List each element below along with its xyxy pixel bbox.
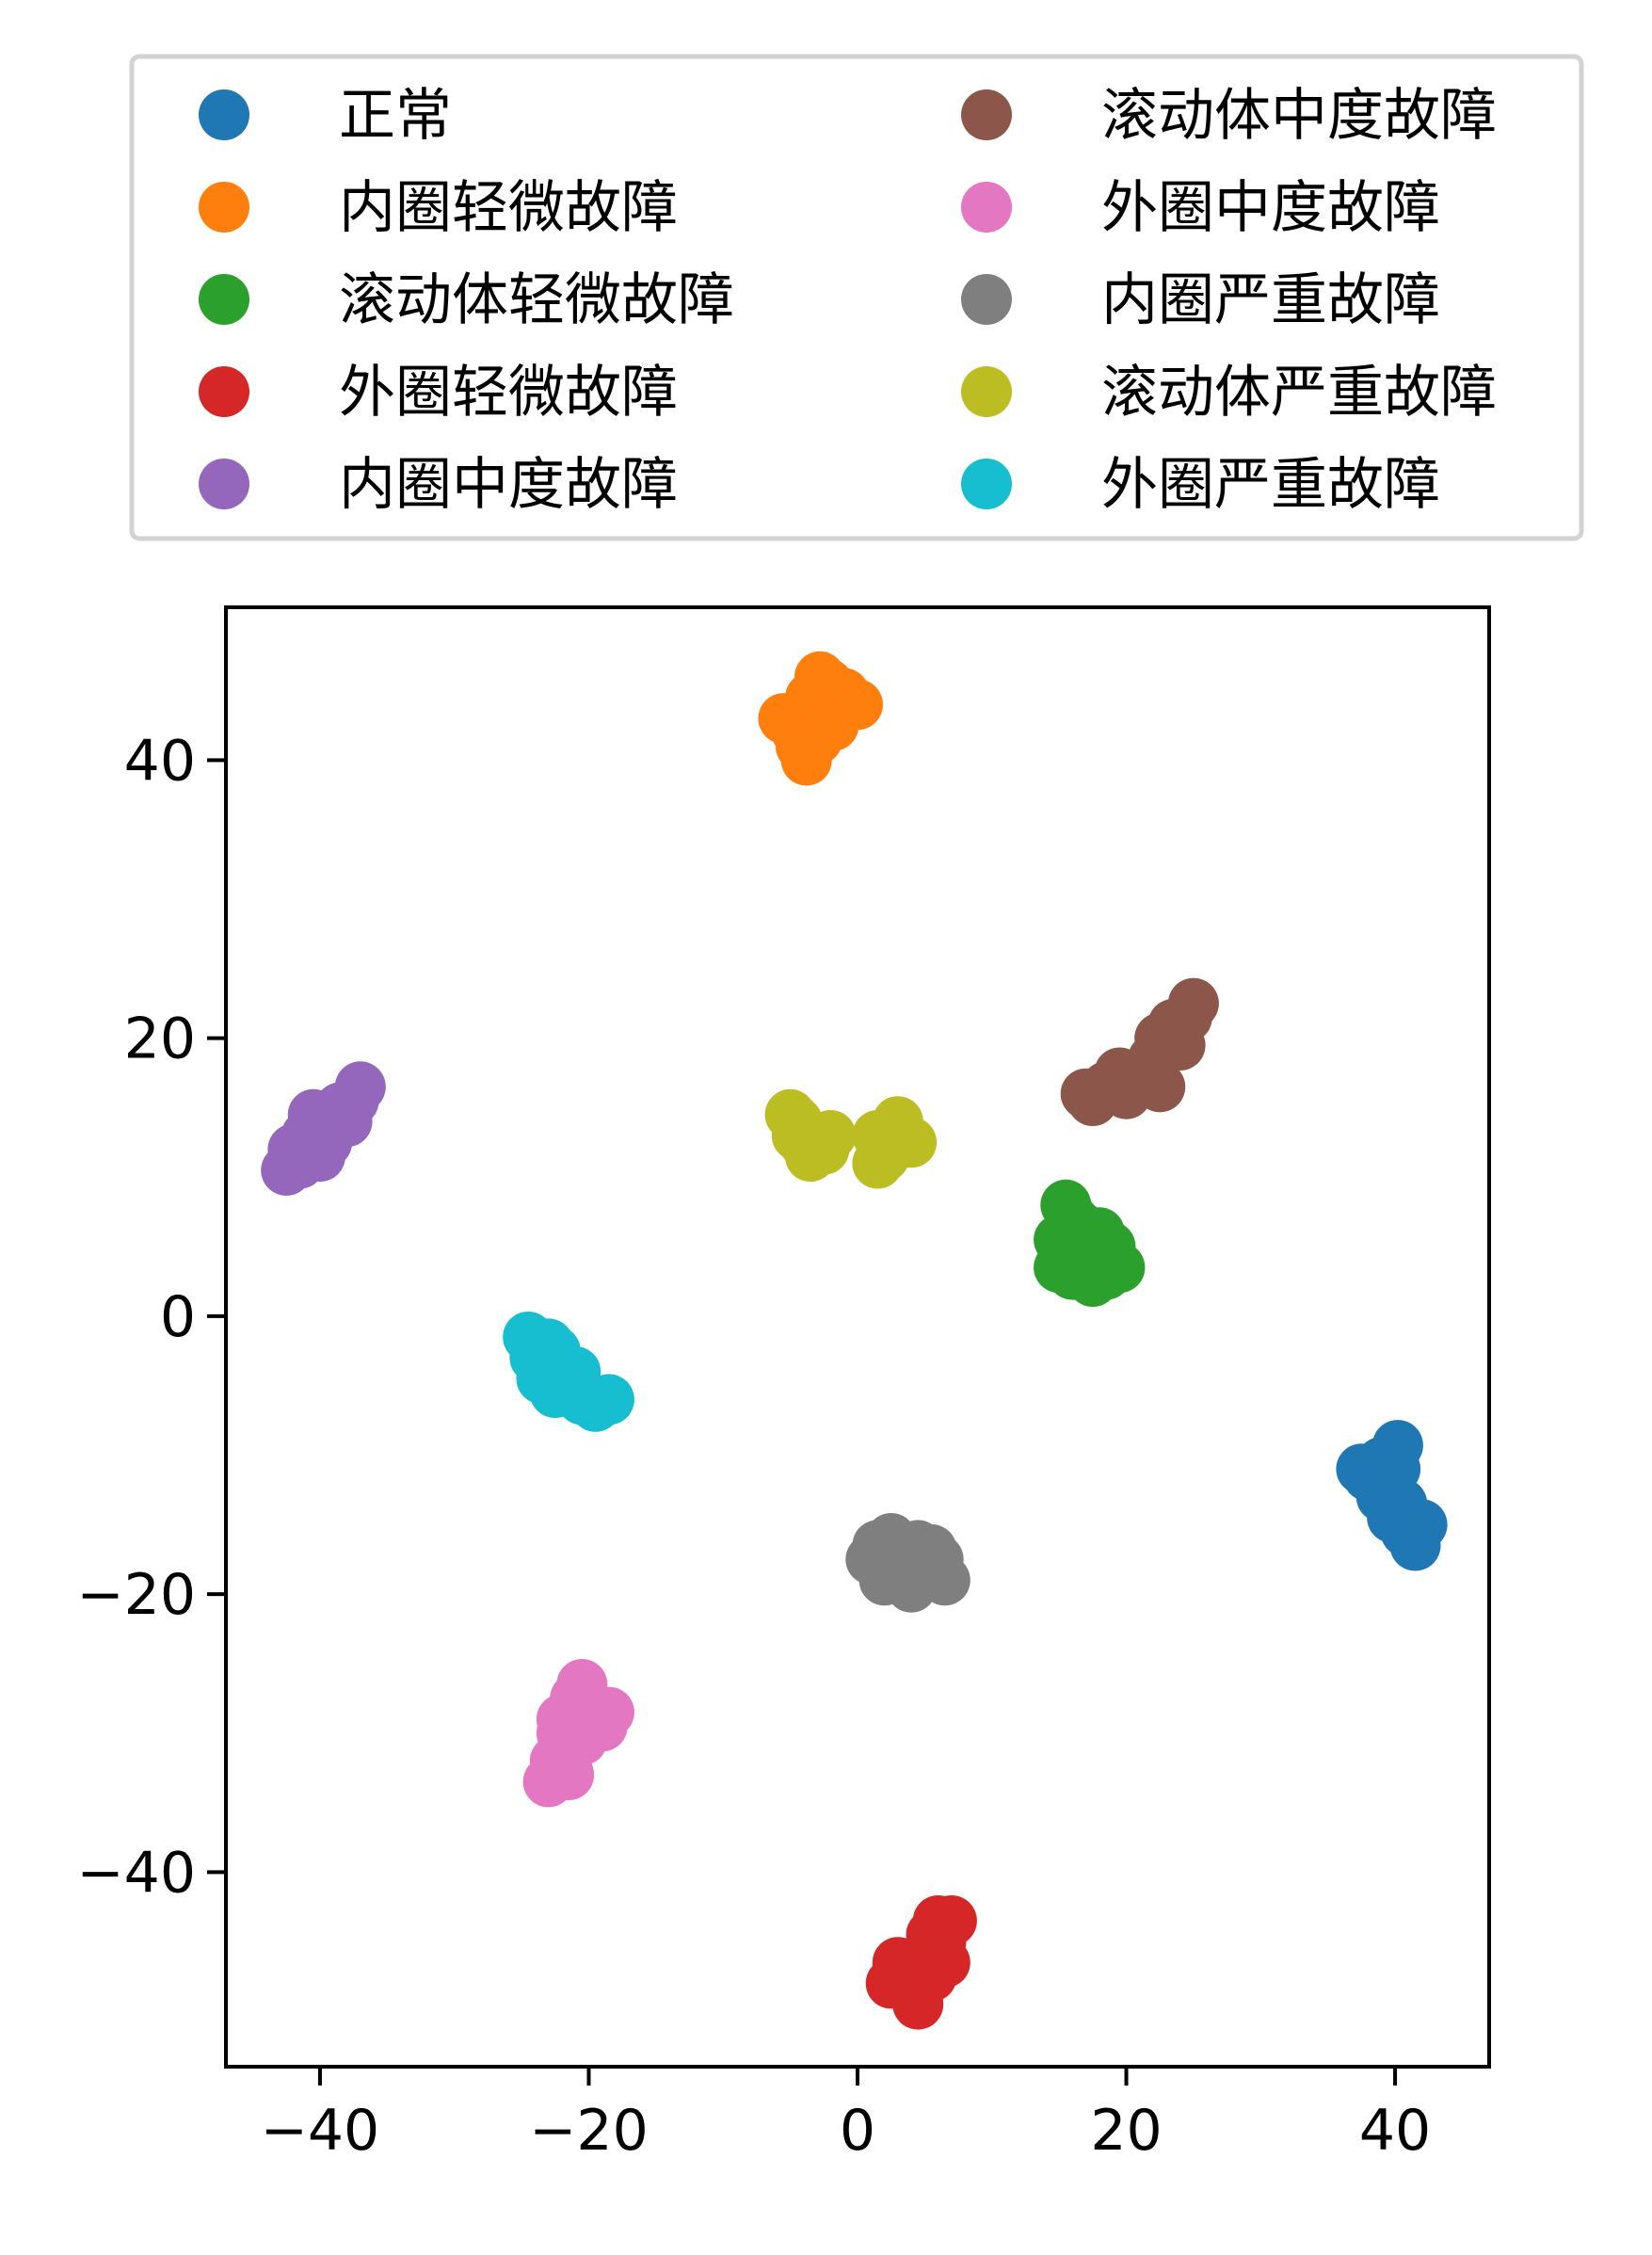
legend-entry-7: 内圈严重故障 [961,267,1440,333]
legend-label-1: 内圈轻微故障 [339,175,678,241]
series-8 [764,1088,938,1189]
points-layer [261,651,1448,2030]
point-3-11 [915,1916,967,1968]
series-2 [1034,1179,1146,1307]
y-tick-label-3: 20 [124,1007,196,1072]
legend-entry-4: 内圈中度故障 [199,452,678,518]
legend-marker-2 [199,274,249,325]
legend-entry-3: 外圈轻微故障 [199,360,678,426]
point-8-6 [771,1096,823,1148]
y-tick-label-1: −20 [76,1562,196,1628]
x-tick-label-1: −20 [529,2098,649,2164]
legend-marker-0 [199,89,249,140]
point-2-10 [1047,1193,1099,1245]
point-5-11 [1161,991,1212,1043]
point-4-11 [328,1075,379,1126]
legend-label-4: 内圈中度故障 [339,452,678,518]
legend-label-6: 外圈中度故障 [1101,175,1440,241]
legend-label-2: 滚动体轻微故障 [339,267,734,333]
x-tick-label-4: 40 [1359,2098,1431,2164]
point-3-10 [872,1937,923,1989]
legend-marker-5 [961,89,1012,140]
x-tick-label-2: 0 [840,2098,875,2164]
legend-label-3: 外圈轻微故障 [339,360,678,426]
point-5-12 [1100,1068,1152,1119]
point-8-12 [858,1131,910,1183]
series-9 [503,1312,634,1432]
legend-marker-7 [961,274,1012,325]
series-7 [845,1513,970,1613]
legend-entry-1: 内圈轻微故障 [199,175,678,241]
legend-entry-2: 滚动体轻微故障 [199,267,734,333]
series-3 [865,1895,977,2030]
legend-entry-6: 外圈中度故障 [961,175,1440,241]
point-2-11 [1084,1221,1136,1272]
point-6-11 [556,1715,608,1766]
y-tick-label-2: 0 [160,1284,196,1350]
legend-label-8: 滚动体严重故障 [1101,360,1497,426]
legend-marker-4 [199,459,249,509]
series-1 [758,651,883,786]
legend-entry-0: 正常 [199,83,452,149]
series-5 [1060,977,1219,1126]
legend-marker-3 [199,366,249,417]
point-1-11 [794,651,845,702]
legend-label-5: 滚动体中度故障 [1101,83,1497,149]
point-0-11 [1370,1443,1421,1495]
legend-marker-9 [961,459,1012,509]
series-4 [261,1061,386,1196]
legend-label-7: 内圈严重故障 [1101,267,1440,333]
y-tick-label-0: −40 [76,1840,196,1906]
legend-marker-1 [199,182,249,233]
legend-label-9: 外圈严重故障 [1101,452,1440,518]
legend-frame [129,54,1584,541]
point-9-11 [529,1325,581,1377]
legend-entry-5: 滚动体中度故障 [961,83,1497,149]
legend-label-0: 正常 [339,83,452,149]
y-tick-label-4: 40 [124,728,196,794]
legend-marker-6 [961,182,1012,233]
point-1-10 [808,700,859,751]
point-7-11 [906,1523,957,1575]
plot-frame [224,605,1491,2069]
series-0 [1336,1420,1448,1571]
series-6 [522,1659,634,1808]
x-tick-label-0: −40 [261,2098,380,2164]
axes: −40 −20 0 20 40 −40 −20 0 20 40 [76,728,1431,2164]
legend-entry-8: 滚动体严重故障 [961,360,1497,426]
legend-marker-8 [961,366,1012,417]
point-4-9 [274,1137,326,1189]
legend-entry-9: 外圈严重故障 [961,452,1440,518]
point-9-10 [583,1374,634,1425]
x-tick-label-3: 20 [1090,2098,1162,2164]
point-0-8 [1396,1499,1448,1551]
point-2-9 [1034,1242,1085,1294]
